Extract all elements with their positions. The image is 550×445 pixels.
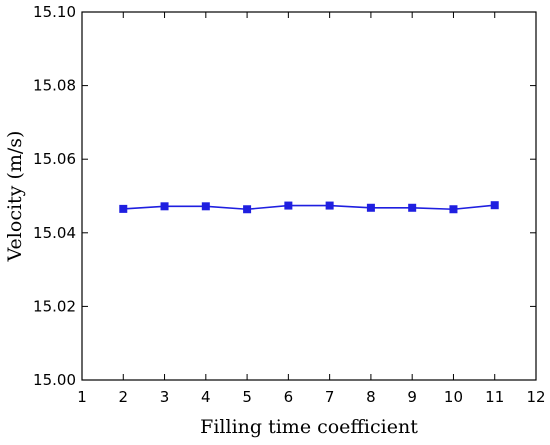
data-point xyxy=(325,201,334,210)
y-tick-label: 15.06 xyxy=(33,150,76,168)
data-point xyxy=(201,202,210,211)
x-tick-label: 6 xyxy=(284,388,294,406)
data-point xyxy=(243,205,252,214)
tick-labels: 1 2 3 4 5 6 7 8 9 10 11 1215.0015.0215.0415.0615.08… xyxy=(33,3,546,406)
data-point xyxy=(449,205,458,214)
series-line xyxy=(123,204,495,211)
x-tick-label: 1 xyxy=(77,388,87,406)
data-point xyxy=(366,203,375,212)
y-tick-label: 15.10 xyxy=(33,3,76,21)
y-tick-label: 15.08 xyxy=(33,77,76,95)
data-point xyxy=(284,201,293,210)
x-tick-label: 3 xyxy=(160,388,170,406)
x-tick-label: 5 xyxy=(242,388,252,406)
x-tick-label: 7 xyxy=(325,388,335,406)
data-point xyxy=(119,204,128,213)
data-point xyxy=(160,202,169,211)
x-axis-title: Filling time coefficient xyxy=(200,416,418,438)
x-tick-label: 4 xyxy=(201,388,211,406)
plot-frame xyxy=(81,11,537,381)
x-tick-label: 12 xyxy=(526,388,545,406)
data-point xyxy=(408,203,417,212)
x-tick-label: 8 xyxy=(366,388,376,406)
y-axis-title: Velocity (m/s) xyxy=(4,131,26,263)
data-point xyxy=(490,201,499,210)
y-tick-label: 15.00 xyxy=(33,371,76,389)
y-tick-label: 15.04 xyxy=(33,224,76,242)
y-tick-label: 15.02 xyxy=(33,297,76,315)
series-group xyxy=(119,201,499,214)
axis-ticks xyxy=(81,11,537,381)
x-tick-label: 10 xyxy=(444,388,463,406)
x-tick-label: 11 xyxy=(485,388,504,406)
x-tick-label: 2 xyxy=(118,388,128,406)
x-tick-label: 9 xyxy=(407,388,417,406)
